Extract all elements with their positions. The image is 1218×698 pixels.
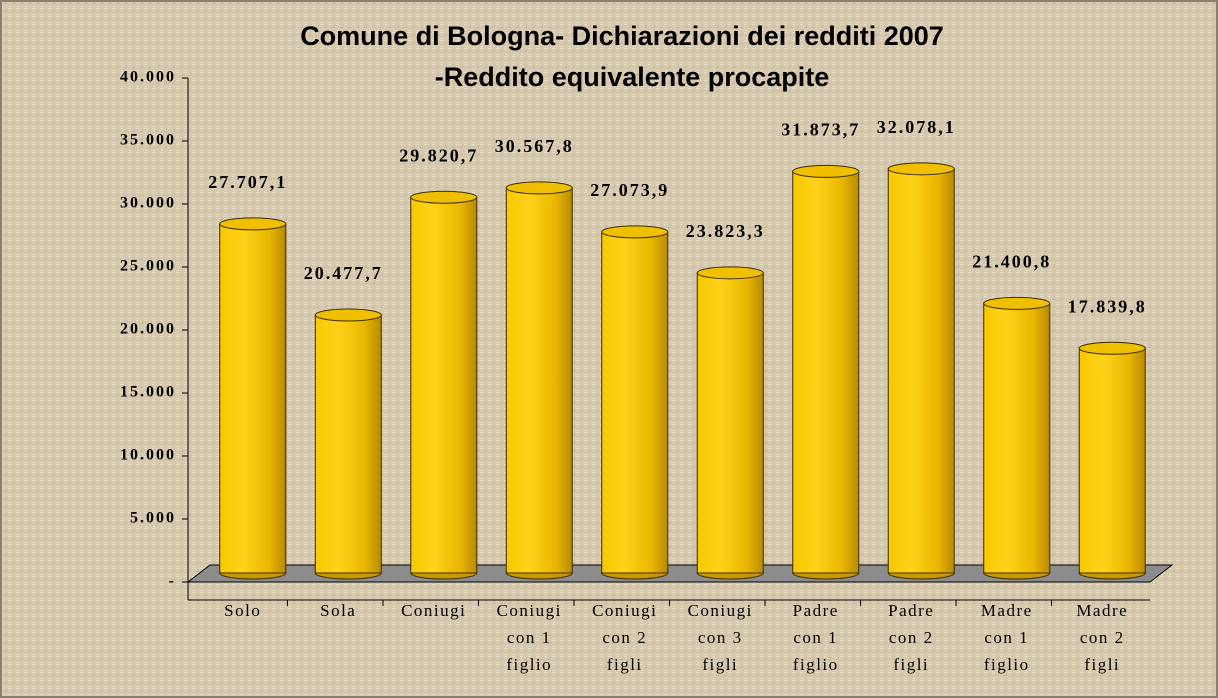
y-tick-label: 20.000	[120, 321, 176, 338]
chart-subtitle: -Reddito equivalente procapite	[435, 62, 830, 92]
y-tick-label: -	[169, 573, 176, 590]
bar	[314, 314, 382, 574]
bar-top	[983, 296, 1051, 310]
bar-top	[792, 164, 860, 178]
x-tick-label: Padre con 1 figlio	[793, 601, 839, 674]
x-tick-label: Padre con 2 figli	[888, 601, 934, 674]
bar	[505, 187, 573, 574]
bar-top	[601, 225, 669, 239]
bar-top	[314, 308, 382, 322]
y-tick-label: 30.000	[120, 195, 176, 212]
value-label: 30.567,8	[495, 136, 574, 156]
y-tick-label: 10.000	[120, 447, 176, 464]
bar-top	[219, 217, 287, 231]
bar-top	[1078, 341, 1146, 355]
bar	[219, 223, 287, 574]
x-tick-label: Madre con 1 figlio	[981, 601, 1033, 674]
value-label: 17.839,8	[1068, 296, 1147, 316]
x-tick-label: Solo	[224, 601, 261, 620]
y-tick-label: 5.000	[130, 510, 176, 527]
x-tick-label: Coniugi con 3 figli	[688, 601, 753, 674]
value-label: 31.873,7	[781, 120, 860, 140]
bar-top	[887, 162, 955, 176]
x-tick-label: Coniugi con 2 figli	[592, 601, 657, 674]
x-tick-label: Coniugi con 1 figlio	[497, 601, 562, 674]
value-label: 21.400,8	[972, 251, 1051, 271]
bar-top	[505, 181, 573, 195]
x-tick-label: Sola	[320, 601, 356, 620]
y-tick-label: 40.000	[120, 69, 176, 86]
value-label: 27.707,1	[208, 172, 287, 192]
bar	[1078, 347, 1146, 574]
value-label: 29.820,7	[399, 145, 478, 165]
bar	[983, 302, 1051, 574]
y-tick-label: 15.000	[120, 384, 176, 401]
bar-top	[410, 190, 478, 204]
x-tick-label: Coniugi	[401, 601, 466, 620]
value-label: 32.078,1	[877, 117, 956, 137]
chart-title: Comune di Bologna- Dichiarazioni dei red…	[300, 21, 944, 51]
x-tick-label: Madre con 2 figli	[1076, 601, 1128, 674]
y-tick-label: 35.000	[120, 132, 176, 149]
bar-top	[696, 266, 764, 280]
bar	[601, 231, 669, 574]
value-label: 23.823,3	[686, 221, 765, 241]
bar	[792, 170, 860, 574]
y-tick-label: 25.000	[120, 258, 176, 275]
value-label: 27.073,9	[590, 180, 669, 200]
bar	[410, 196, 478, 574]
bar	[887, 168, 955, 574]
bar	[696, 272, 764, 574]
value-label: 20.477,7	[304, 263, 383, 283]
